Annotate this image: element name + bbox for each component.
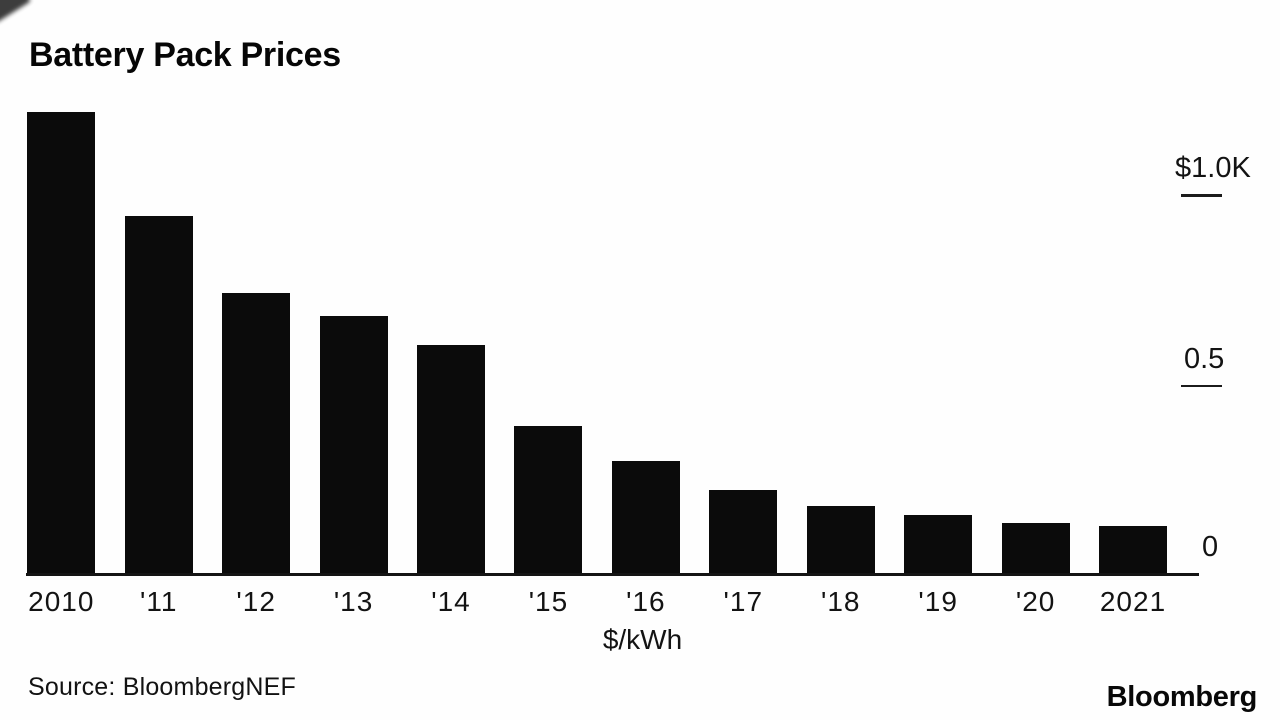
x-tick-label: '14 (431, 586, 471, 617)
x-tick-label: '19 (918, 586, 958, 617)
x-tick-label: '11 (140, 586, 178, 617)
x-axis-unit-label: $/kWh (602, 624, 683, 655)
bar-20 (1001, 522, 1070, 573)
bar-16 (611, 460, 680, 573)
x-tick-label: '18 (820, 586, 861, 617)
bar-11 (124, 215, 193, 573)
bar-15 (514, 426, 583, 573)
y-tick-label: 0.5 (1184, 342, 1225, 375)
chart-title: Battery Pack Prices (29, 36, 341, 74)
x-tick-label: '16 (626, 586, 666, 617)
y-tick-mark (1181, 194, 1222, 197)
bar-13 (319, 315, 388, 573)
x-tick-label: '20 (1015, 586, 1056, 617)
bar-12 (222, 292, 291, 573)
x-tick-label: '12 (236, 586, 276, 617)
x-tick-label: 2021 (1099, 586, 1167, 617)
bar-18 (806, 505, 875, 573)
bar-19 (904, 514, 973, 573)
y-tick-mark (1181, 384, 1222, 388)
bar-14 (417, 344, 486, 573)
y-tick-label: 0 (1202, 531, 1219, 563)
bar-2021 (1099, 525, 1168, 573)
source-caption: Source: BloombergNEF (28, 673, 297, 701)
x-tick-label: '13 (333, 586, 374, 617)
bar-17 (709, 489, 778, 573)
x-tick-label: '17 (723, 586, 764, 617)
x-tick-label: '15 (528, 586, 569, 617)
y-tick-label: $1.0K (1175, 152, 1251, 185)
bar-2010 (27, 111, 96, 573)
x-axis-line (26, 573, 1199, 576)
x-tick-label: 2010 (28, 586, 95, 617)
bloomberg-logo: Bloomberg (1106, 681, 1258, 713)
